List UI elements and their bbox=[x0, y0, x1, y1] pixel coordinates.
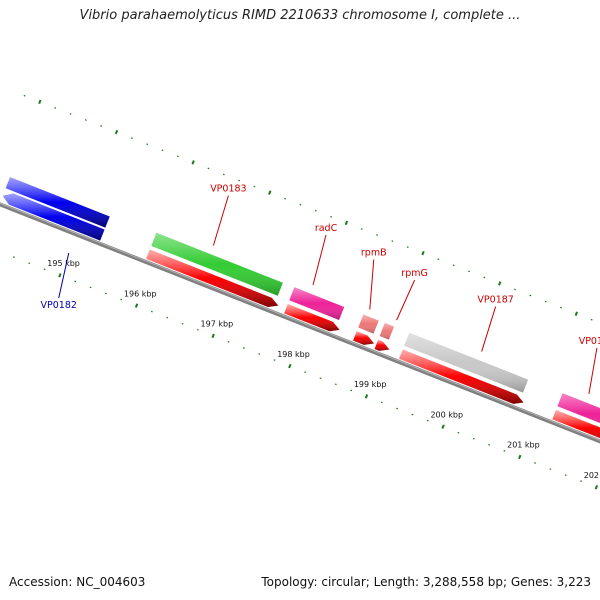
gene-label-vp0187[interactable]: VP0187 bbox=[477, 295, 513, 306]
genome-summary-text: Topology: circular; Length: 3,288,558 bp… bbox=[261, 575, 591, 589]
accession-text: Accession: NC_004603 bbox=[9, 575, 146, 589]
backbone-highlight bbox=[0, 202, 600, 441]
major-tick bbox=[344, 220, 349, 226]
feature-vp0183-type bbox=[151, 232, 283, 296]
feature-layer bbox=[2, 177, 600, 439]
feature-vp0182-upper-shade bbox=[5, 177, 110, 228]
leader-line-vp0187 bbox=[481, 306, 497, 352]
leader-line-radc bbox=[312, 234, 327, 286]
feature-vp0183-cds bbox=[146, 249, 279, 307]
major-tick bbox=[518, 454, 522, 460]
major-tick bbox=[268, 190, 272, 195]
major-tick bbox=[58, 273, 62, 278]
feature-vp0183-type-shade bbox=[151, 232, 283, 296]
major-tick bbox=[288, 363, 292, 369]
feature-rpmg-cds bbox=[374, 339, 390, 351]
gene-label-vp0188[interactable]: VP0188 bbox=[579, 336, 600, 347]
feature-vp0187-cds-shade bbox=[399, 349, 524, 404]
feature-rpmg-type bbox=[379, 323, 395, 340]
feature-vp0187-type bbox=[404, 332, 529, 393]
feature-rpmb-cds-shade bbox=[353, 331, 375, 345]
tick-label-196: 196 kbp bbox=[124, 289, 157, 298]
map-title: Vibrio parahaemolyticus RIMD 2210633 chr… bbox=[79, 8, 521, 23]
feature-radc-type-shade bbox=[289, 287, 345, 320]
tick-label-202: 202 kbp bbox=[584, 471, 600, 480]
leader-line-rpmb bbox=[369, 259, 375, 310]
major-tick bbox=[498, 281, 502, 286]
feature-rpmb-cds bbox=[353, 331, 375, 345]
major-tick bbox=[574, 311, 578, 316]
leader-line-rpmg bbox=[396, 279, 416, 321]
feature-vp0187-type-shade bbox=[404, 332, 529, 393]
tick-label-195: 195 kbp bbox=[47, 259, 80, 268]
major-tick bbox=[594, 484, 599, 490]
gene-label-vp0183[interactable]: VP0183 bbox=[210, 184, 246, 195]
major-tick bbox=[211, 333, 215, 339]
major-tick bbox=[114, 129, 119, 135]
feature-vp0182-cds bbox=[2, 193, 105, 241]
label-layer: 195 kbp 196 kbp 197 kbp 198 kbp 199 kbp 200 k… bbox=[41, 184, 600, 480]
major-tick bbox=[38, 99, 42, 105]
gene-label-vp0182[interactable]: VP0182 bbox=[41, 300, 77, 311]
tick-label-200: 200 kbp bbox=[430, 410, 463, 419]
feature-rpmg-cds-shade bbox=[374, 339, 390, 351]
gene-label-radc[interactable]: radC bbox=[315, 223, 338, 234]
feature-vp0188-cds bbox=[552, 409, 600, 439]
feature-rpmb-type-shade bbox=[358, 314, 379, 334]
major-tick bbox=[421, 250, 425, 256]
tick-label-199: 199 kbp bbox=[354, 380, 387, 389]
major-tick bbox=[134, 303, 139, 308]
feature-vp0188-cds-shade bbox=[552, 409, 600, 439]
major-tick bbox=[191, 160, 195, 165]
backbone-line bbox=[0, 202, 600, 444]
feature-vp0183-cds-shade bbox=[146, 249, 279, 307]
leader-line-vp0182 bbox=[58, 252, 70, 299]
tick-label-197: 197 kbp bbox=[201, 320, 234, 329]
feature-rpmg-type-shade bbox=[379, 323, 395, 340]
tick-label-198: 198 kbp bbox=[277, 350, 310, 359]
feature-rpmb-type bbox=[358, 314, 379, 334]
feature-radc-cds bbox=[284, 304, 340, 332]
feature-radc-cds-shade bbox=[284, 304, 340, 332]
leader-line-vp0188 bbox=[588, 347, 598, 395]
tick-label-201: 201 kbp bbox=[507, 441, 540, 450]
major-tick bbox=[364, 394, 369, 399]
gene-label-rpmg[interactable]: rpmG bbox=[401, 268, 428, 279]
major-tick bbox=[441, 424, 445, 429]
tick-layer bbox=[12, 94, 599, 490]
feature-vp0182-cds-shade bbox=[2, 193, 105, 241]
feature-vp0182-upper bbox=[5, 177, 110, 228]
backbone bbox=[0, 202, 600, 444]
feature-vp0187-cds bbox=[399, 349, 524, 404]
feature-vp0188-type bbox=[557, 393, 600, 424]
gene-label-rpmb[interactable]: rpmB bbox=[361, 248, 387, 259]
feature-radc-type bbox=[289, 287, 345, 320]
leader-line-vp0183 bbox=[212, 195, 229, 246]
feature-vp0188-type-shade bbox=[557, 393, 600, 424]
